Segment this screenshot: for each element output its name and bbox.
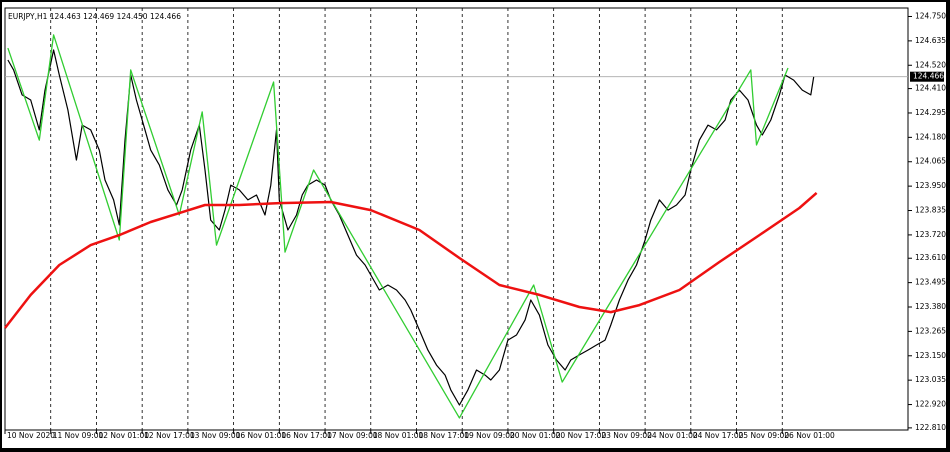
y-tick-label: 124.635: [915, 36, 946, 45]
y-tick-label: 123.380: [915, 302, 946, 311]
y-tick-label: 124.065: [915, 157, 946, 166]
y-tick-label: 124.180: [915, 132, 946, 141]
y-tick-label: 124.295: [915, 108, 946, 117]
x-tick-label: 18 Nov 17:00: [418, 431, 469, 440]
series-line: [7, 34, 789, 419]
x-tick-label: 23 Nov 09:00: [601, 431, 652, 440]
x-tick-label: 16 Nov 01:00: [236, 431, 287, 440]
x-tick-label: 12 Nov 17:00: [144, 431, 195, 440]
x-tick-label: 11 Nov 09:00: [53, 431, 104, 440]
y-tick-label: 124.750: [915, 11, 946, 20]
x-tick-label: 19 Nov 09:00: [464, 431, 515, 440]
series-line: [7, 49, 815, 406]
y-tick-label: 123.150: [915, 351, 946, 360]
x-tick-label: 16 Nov 17:00: [281, 431, 332, 440]
y-tick-label: 123.720: [915, 230, 946, 239]
y-tick-label: 123.610: [915, 253, 946, 262]
y-tick-label: 123.495: [915, 278, 946, 287]
x-tick-label: 18 Nov 01:00: [373, 431, 424, 440]
y-tick-label: 124.410: [915, 84, 946, 93]
x-tick-label: 13 Nov 09:00: [190, 431, 241, 440]
x-tick-label: 17 Nov 09:00: [327, 431, 378, 440]
y-tick-label: 123.035: [915, 375, 946, 384]
x-tick-label: 20 Nov 17:00: [556, 431, 607, 440]
current-price-box: [910, 71, 944, 82]
x-tick-label: 10 Nov 2020: [7, 431, 55, 440]
y-tick-label: 124.520: [915, 60, 946, 69]
chart-title: EURJPY,H1 124.463 124.469 124.450 124.46…: [8, 12, 181, 21]
y-tick-label: 122.810: [915, 423, 946, 432]
y-tick-label: 123.265: [915, 326, 946, 335]
y-tick-label: 123.835: [915, 206, 946, 215]
y-tick-label: 122.920: [915, 400, 946, 409]
x-tick-label: 26 Nov 01:00: [784, 431, 835, 440]
x-tick-label: 25 Nov 09:00: [739, 431, 790, 440]
x-tick-label: 20 Nov 01:00: [510, 431, 561, 440]
y-tick-label: 123.950: [915, 181, 946, 190]
current-price-label: 124.466: [913, 72, 944, 81]
series-line: [4, 191, 818, 329]
x-tick-label: 24 Nov 01:00: [647, 431, 698, 440]
x-tick-label: 24 Nov 17:00: [693, 431, 744, 440]
x-tick-label: 12 Nov 01:00: [98, 431, 149, 440]
